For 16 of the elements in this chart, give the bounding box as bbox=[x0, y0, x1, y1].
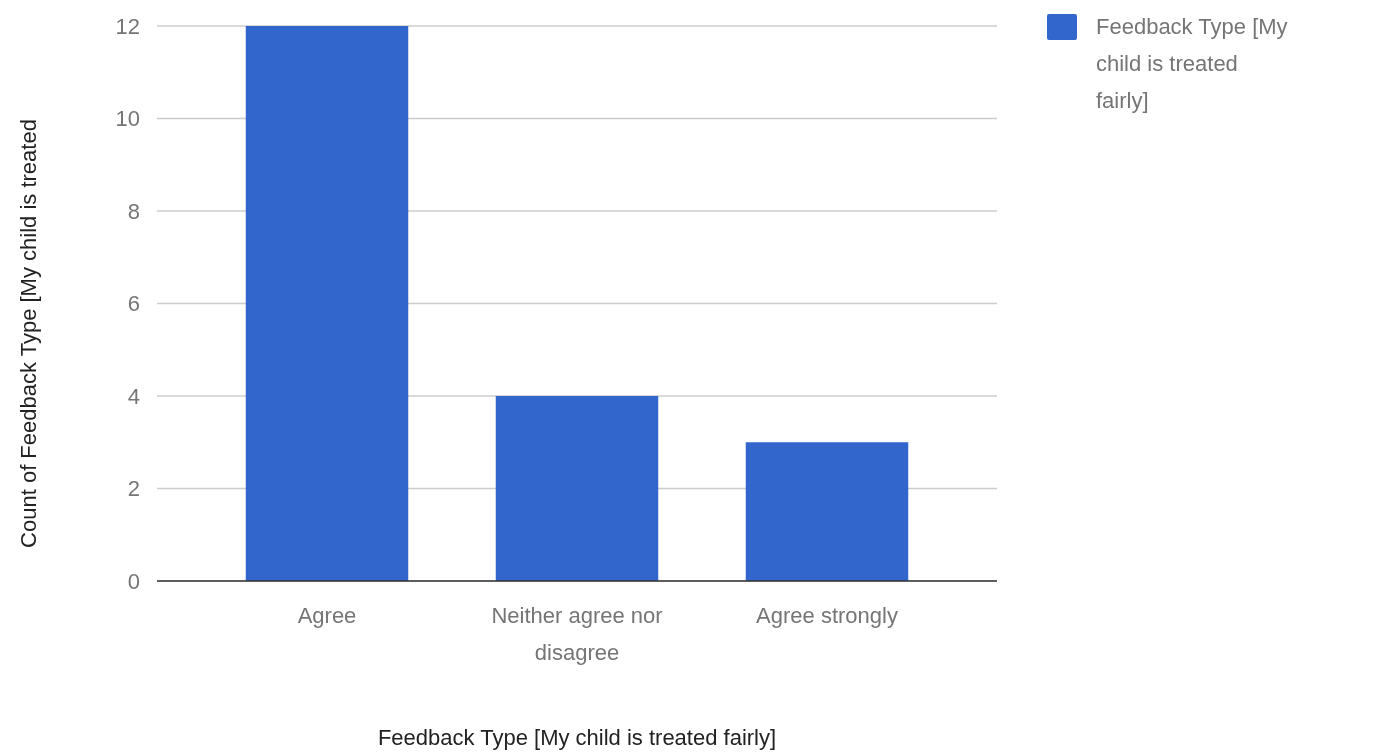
y-tick-label: 0 bbox=[127, 568, 140, 594]
y-tick-label: 12 bbox=[115, 13, 140, 39]
x-tick-label: Agree strongly bbox=[756, 603, 898, 628]
bar bbox=[245, 26, 409, 581]
y-tick-label: 2 bbox=[127, 476, 140, 502]
x-tick-label: Agree bbox=[297, 603, 357, 628]
y-axis-title: Count of Feedback Type [My child is treated bbox=[16, 119, 41, 548]
y-tick-label: 8 bbox=[127, 198, 140, 224]
x-tick-label: Neither agree nor disagree bbox=[491, 603, 663, 665]
y-tick-label: 4 bbox=[127, 383, 140, 409]
bar bbox=[495, 396, 659, 581]
x-axis-title: Feedback Type [My child is treated fairly] bbox=[377, 725, 777, 750]
y-tick-label: 6 bbox=[127, 291, 140, 317]
bar bbox=[745, 442, 909, 581]
y-tick-label: 10 bbox=[115, 106, 140, 132]
legend-label: Feedback Type [My child is treated fairly] bbox=[1096, 14, 1288, 113]
